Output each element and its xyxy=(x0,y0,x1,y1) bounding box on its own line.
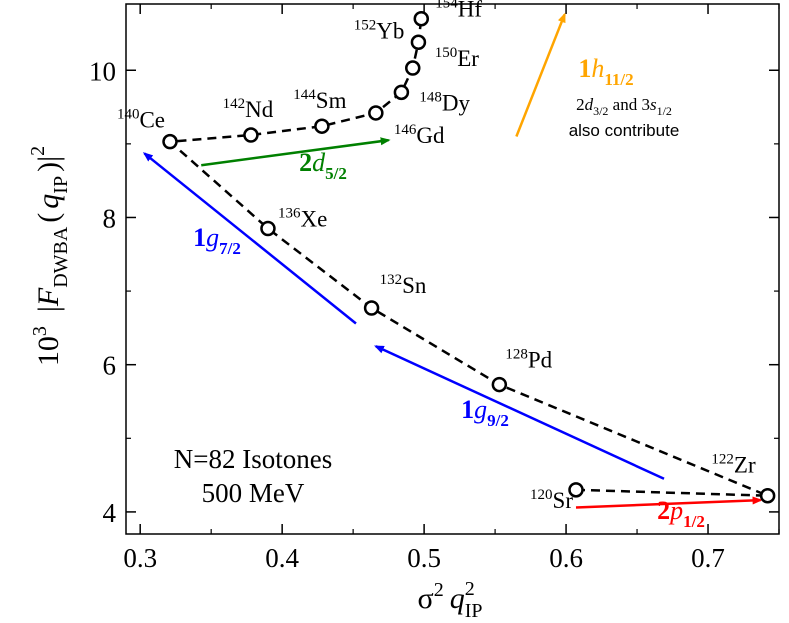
point-label-gd: 146Gd xyxy=(394,122,445,148)
y-tick-label: 8 xyxy=(103,203,117,233)
isotones-label: N=82 Isotones xyxy=(174,444,332,474)
arrow-label-p12: 2p1/2 xyxy=(657,496,705,531)
data-point-xe xyxy=(260,220,276,237)
data-point-hf xyxy=(413,10,430,27)
plot-frame xyxy=(125,3,780,535)
arrow-d52 xyxy=(201,137,391,167)
arrow-g92 xyxy=(374,345,665,480)
y-axis-label: 103|FDWBA(qIP)|2 xyxy=(27,146,72,366)
y-tick-label: 10 xyxy=(89,56,116,86)
x-tick-label: 0.4 xyxy=(265,543,299,573)
point-label-ce: 140Ce xyxy=(117,107,165,133)
point-labels: 120Sr 122Zr 128Pd 132Sn 136Xe 140Ce 142Nd 144Sm… xyxy=(117,0,756,513)
x-tick-label: 0.6 xyxy=(549,543,583,573)
arrow-h112 xyxy=(515,12,566,137)
point-label-xe: 136Xe xyxy=(278,206,327,232)
data-points xyxy=(162,10,776,504)
x-tick-label: 0.7 xyxy=(691,543,725,573)
point-label-dy: 148Dy xyxy=(419,89,470,115)
point-label-nd: 142Nd xyxy=(223,96,274,122)
point-label-hf: 154Hf xyxy=(435,0,482,22)
also-contribute-line2: also contribute xyxy=(569,121,680,140)
data-point-sn xyxy=(363,300,380,316)
energy-label: 500 MeV xyxy=(202,478,305,508)
arrow-p12 xyxy=(575,496,763,509)
arrow-label-d52: 2d5/2 xyxy=(299,148,347,183)
x-tick-label: 0.3 xyxy=(123,543,157,573)
arrow-labels: 2p1/2 1g9/2 1g7/2 2d5/2 1h11/2 xyxy=(193,54,705,531)
data-point-nd xyxy=(243,127,259,143)
y-tick-label: 6 xyxy=(103,351,117,381)
data-point-ce xyxy=(162,133,178,150)
arrow-label-h112: 1h11/2 xyxy=(578,54,633,89)
point-label-er: 150Er xyxy=(435,45,480,71)
point-label-yb: 152Yb xyxy=(354,17,405,43)
arrow-label-g92: 1g9/2 xyxy=(461,395,509,430)
axis-ticks: 0.3 0.4 0.5 0.6 0.7 4 6 8 10 xyxy=(89,4,780,573)
point-label-zr: 122Zr xyxy=(711,452,756,478)
also-contribute-line1: 2d3/2 and 3s1/2 xyxy=(576,95,672,118)
arrow-g72 xyxy=(142,152,357,325)
arrow-annotations xyxy=(142,12,763,509)
y-tick-label: 4 xyxy=(103,498,117,528)
data-point-gd xyxy=(368,105,384,121)
data-point-sr xyxy=(568,482,584,498)
point-label-sr: 120Sr xyxy=(530,487,573,513)
point-label-sn: 132Sn xyxy=(380,272,427,298)
data-point-pd xyxy=(491,376,508,393)
data-point-zr xyxy=(759,487,776,504)
point-label-sm: 144Sm xyxy=(293,87,346,113)
x-axis-label: σ2 q2 IP xyxy=(418,578,483,622)
data-point-er xyxy=(405,60,421,76)
data-point-sm xyxy=(314,118,330,134)
data-point-dy xyxy=(393,84,410,101)
x-tick-label: 0.5 xyxy=(407,543,441,573)
data-point-yb xyxy=(410,34,427,51)
arrow-label-g72: 1g7/2 xyxy=(193,223,241,258)
point-label-pd: 128Pd xyxy=(505,347,552,373)
